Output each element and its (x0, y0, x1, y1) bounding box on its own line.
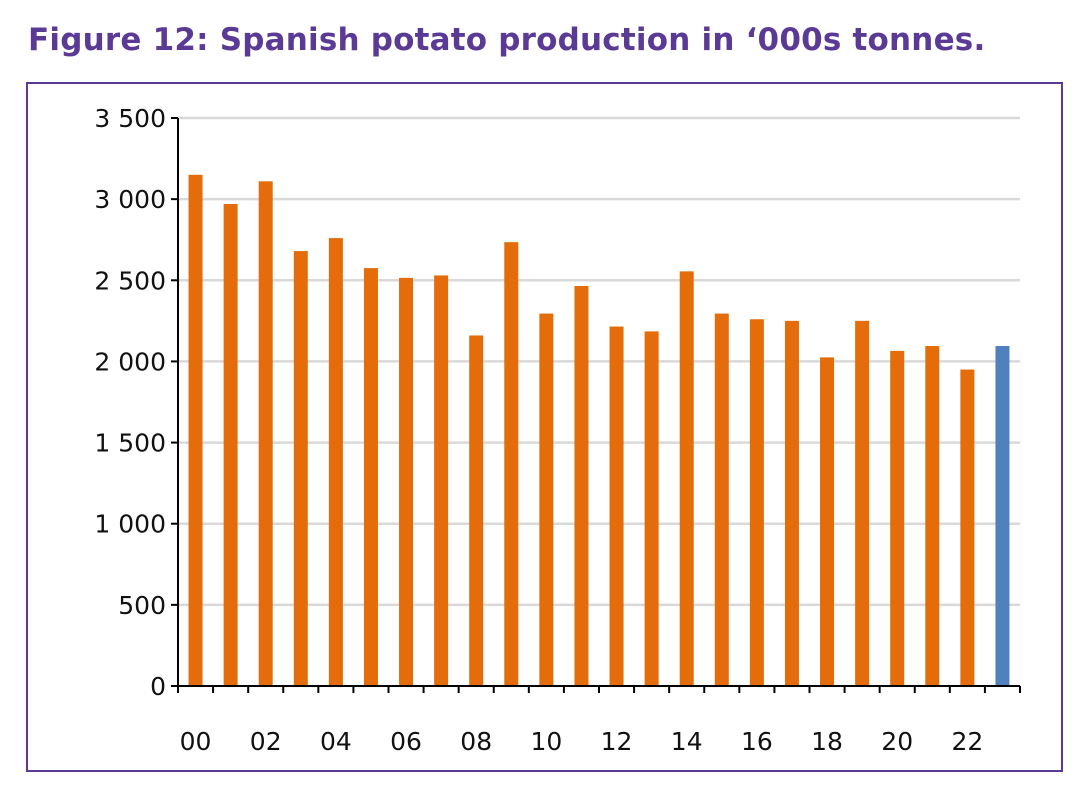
bar-15 (714, 313, 729, 686)
y-tick-label: 500 (118, 591, 166, 620)
bar-03 (293, 251, 308, 686)
bar-12 (609, 326, 624, 686)
y-tick-label: 2 000 (94, 347, 166, 376)
y-tick-label: 1 000 (94, 510, 166, 539)
bar-07 (434, 275, 449, 686)
y-tick-label: 3 000 (94, 185, 166, 214)
x-tick-label: 10 (530, 727, 562, 756)
x-tick-label: 22 (951, 727, 983, 756)
x-tick-label: 04 (320, 727, 352, 756)
bar-19 (855, 320, 870, 686)
y-tick-label: 3 500 (94, 104, 166, 133)
bar-01 (223, 204, 238, 687)
bar-11 (574, 285, 589, 686)
bar-09 (504, 242, 519, 687)
bar-02 (258, 181, 273, 686)
x-tick-label: 08 (460, 727, 492, 756)
bar-21 (925, 346, 940, 686)
x-tick-label: 20 (881, 727, 913, 756)
bar-10 (539, 313, 554, 686)
x-tick-label: 06 (390, 727, 422, 756)
bar-20 (890, 350, 905, 686)
bar-13 (644, 331, 659, 686)
bar-00 (188, 174, 203, 687)
bar-05 (363, 268, 378, 686)
y-tick-label: 1 500 (94, 429, 166, 458)
y-tick-label: 0 (150, 672, 166, 701)
bar-22 (960, 369, 975, 686)
x-tick-label: 02 (250, 727, 282, 756)
bar-08 (469, 335, 484, 686)
x-tick-label: 14 (671, 727, 703, 756)
chart-frame (26, 82, 1063, 772)
bar-06 (399, 277, 414, 686)
bar-18 (820, 357, 835, 686)
y-tick-label: 2 500 (94, 266, 166, 295)
bar-17 (784, 320, 799, 686)
x-tick-label: 16 (741, 727, 773, 756)
x-tick-label: 12 (601, 727, 633, 756)
bar-16 (749, 319, 764, 686)
chart-title: Figure 12: Spanish potato production in … (28, 22, 986, 58)
bar-04 (328, 238, 343, 686)
x-tick-label: 00 (180, 727, 212, 756)
x-tick-label: 18 (811, 727, 843, 756)
bar-23 (995, 346, 1010, 686)
bar-14 (679, 271, 694, 686)
